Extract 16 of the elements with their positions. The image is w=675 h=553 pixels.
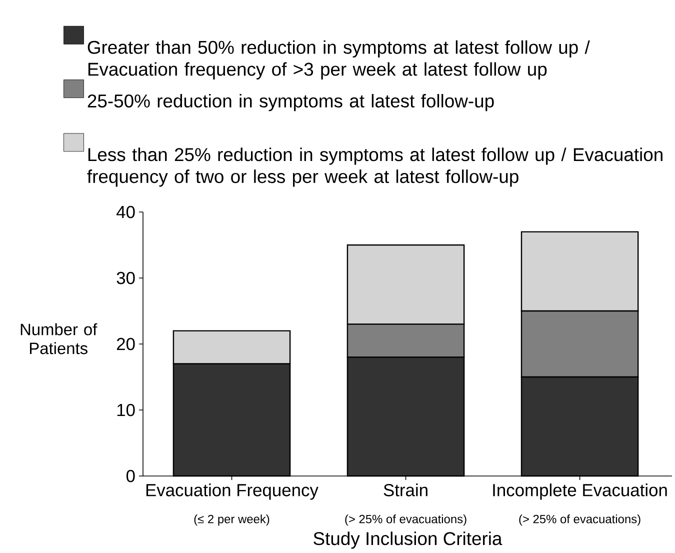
y-axis-title: Number of Patients: [20, 323, 98, 354]
y-tick-label: 10: [117, 404, 135, 416]
legend-label: Less than 25% reduction in symptoms at latest follow up / Evacuation frequency of two or less per week at latest follow-up: [87, 148, 662, 187]
text: (≤ 2 per week): [194, 514, 270, 526]
text: (> 25% of evacuations): [519, 514, 640, 526]
y-tick-label: 30: [116, 272, 135, 284]
y-tick-label: 40: [116, 206, 135, 218]
y-tick-label: 20: [116, 338, 135, 350]
x-tick-label: Strain: [384, 484, 428, 496]
legend-label: Greater than 50% reduction in symptoms at latest follow up / Evacuation frequency of >3 per week at latest follow up: [88, 40, 590, 80]
y-tick-label: 0: [126, 470, 135, 482]
x-tick-label: Evacuation Frequency: [146, 484, 318, 500]
x-axis-title: Study Inclusion Criteria: [314, 532, 502, 549]
legend-label: 25-50% reduction in symptoms at latest follow-up: [88, 94, 494, 112]
text: (> 25% of evacuations): [345, 514, 466, 526]
x-tick-label: Incomplete Evacuation: [493, 484, 667, 500]
